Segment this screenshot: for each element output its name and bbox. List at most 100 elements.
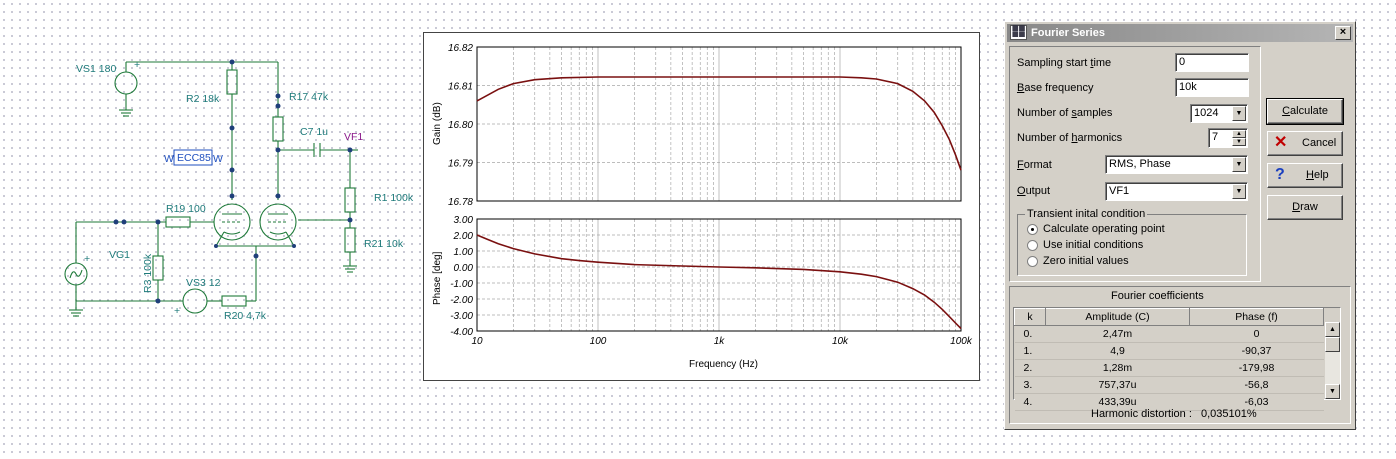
cell-phase: -90,37	[1189, 342, 1324, 360]
table-scrollbar[interactable]: ▲ ▼	[1325, 322, 1340, 399]
scroll-up-icon[interactable]: ▲	[1325, 322, 1340, 337]
vs3-plus: +	[174, 305, 180, 317]
cancel-button[interactable]: ✕ Cancel	[1267, 131, 1343, 156]
cell-phase: 0	[1189, 325, 1324, 343]
cell-amp: 2,47m	[1045, 325, 1190, 343]
scroll-thumb[interactable]	[1325, 337, 1340, 352]
frequency-axis-label: Frequency (Hz)	[689, 359, 758, 370]
frequency-tick-label: 100	[590, 336, 607, 347]
scroll-down-icon[interactable]: ▼	[1325, 384, 1340, 399]
r3-label: R3 100k	[142, 253, 154, 293]
harmonic-distortion-label: Harmonic distortion :	[1091, 408, 1192, 420]
cell-k: 3.	[1014, 376, 1046, 394]
gain-curve	[476, 76, 962, 171]
format-label: Format	[1017, 159, 1052, 171]
vf1-label: VF1	[344, 131, 363, 143]
cell-k: 4.	[1014, 393, 1046, 411]
cell-k: 2.	[1014, 359, 1046, 377]
chevron-down-icon[interactable]: ▼	[1232, 157, 1246, 172]
r1-label: R1 100k	[374, 192, 414, 204]
cell-k: 0.	[1014, 325, 1046, 343]
r21-label: R21 10k	[364, 238, 404, 250]
c7-label: C7 1u	[300, 126, 328, 138]
bode-plot-window[interactable]: 16.82 16.81 16.80 16.79 16.78 3.00 2.00 1.00 0.0…	[423, 32, 980, 381]
cell-amp: 1,28m	[1045, 359, 1190, 377]
phase-axis-label: Phase [deg]	[432, 251, 443, 305]
vg1-plus: +	[84, 253, 90, 265]
vs1-plus: +	[134, 59, 140, 71]
vg1-label: VG1	[109, 249, 130, 261]
frequency-tick-label: 1k	[714, 336, 726, 347]
num-samples-label: Number of samples	[1017, 107, 1113, 119]
num-samples-select[interactable]: 1024 ▼	[1190, 104, 1248, 123]
ecc85-marker-right: W	[213, 153, 223, 165]
r19-label: R19 100	[166, 203, 206, 215]
chevron-down-icon[interactable]: ▼	[1232, 106, 1246, 121]
base-frequency-label: Base frequency	[1017, 82, 1094, 94]
radio-1[interactable]	[1027, 240, 1038, 251]
radio-2[interactable]	[1027, 256, 1038, 267]
cell-amp: 757,37u	[1045, 376, 1190, 394]
frequency-tick-label: 10	[471, 336, 483, 347]
gain-axis-label: Gain (dB)	[432, 102, 443, 145]
coefficients-title: Fourier coefficients	[1111, 290, 1204, 302]
col-amplitude: Amplitude (C)	[1045, 308, 1190, 326]
format-select[interactable]: RMS, Phase ▼	[1105, 155, 1248, 174]
sampling-start-label: Sampling start time	[1017, 57, 1112, 69]
close-button[interactable]: ×	[1335, 26, 1351, 40]
fourier-series-dialog[interactable]: ▦▦ ▦▦ Fourier Series × Sampling start tim…	[1004, 21, 1356, 430]
cell-amp: 4,9	[1045, 342, 1190, 360]
dialog-title: Fourier Series	[1031, 27, 1105, 39]
calculate-button[interactable]: Calculate	[1266, 98, 1344, 125]
num-harmonics-spinner[interactable]: 7 ▲ ▼	[1208, 128, 1248, 148]
app-icon: ▦▦ ▦▦	[1010, 25, 1027, 40]
cell-amp: 433,39u	[1045, 393, 1190, 411]
gain-tick-label: 16.82	[448, 43, 473, 54]
phase-tick-label: 1.00	[454, 247, 474, 258]
cell-phase: -179,98	[1189, 359, 1324, 377]
cell-phase: -6,03	[1189, 393, 1324, 411]
table-row[interactable]: 3. 757,37u -56,8	[1014, 376, 1324, 394]
spin-down-icon[interactable]: ▼	[1232, 138, 1246, 146]
cell-k: 1.	[1014, 342, 1046, 360]
table-row[interactable]: 2. 1,28m -179,98	[1014, 359, 1324, 377]
vs3-label: VS3 12	[186, 277, 221, 289]
phase-tick-label: -2.00	[450, 295, 473, 306]
phase-curve	[476, 234, 962, 330]
num-harmonics-label: Number of harmonics	[1017, 132, 1123, 144]
ecc85-label: ECC85	[177, 152, 211, 164]
radio-label-0: Calculate operating point	[1043, 223, 1165, 235]
output-select[interactable]: VF1 ▼	[1105, 182, 1248, 201]
bode-plot: 16.82 16.81 16.80 16.79 16.78 3.00 2.00 1.00 0.0…	[432, 43, 973, 370]
radio-label-1: Use initial conditions	[1043, 239, 1144, 251]
chevron-down-icon[interactable]: ▼	[1232, 184, 1246, 199]
table-row[interactable]: 0. 2,47m 0	[1014, 325, 1324, 343]
spin-up-icon[interactable]: ▲	[1232, 130, 1246, 138]
gain-tick-label: 16.80	[448, 120, 473, 131]
r20-label: R20 4,7k	[224, 310, 267, 322]
phase-tick-label: 0.00	[454, 263, 474, 274]
circuit-schematic[interactable]: W W ECC85 VS1 180 + R2 18k R17 47k C7 1u…	[0, 0, 420, 459]
table-row[interactable]: 4. 433,39u -6,03	[1014, 393, 1324, 411]
help-button[interactable]: ? Help	[1267, 163, 1343, 188]
col-phase: Phase (f)	[1189, 308, 1324, 326]
sampling-start-input[interactable]: 0	[1175, 53, 1249, 72]
radio-label-2: Zero initial values	[1043, 255, 1129, 267]
gain-tick-label: 16.79	[448, 159, 473, 170]
transient-group-title: Transient inital condition	[1025, 208, 1148, 220]
gain-tick-label: 16.78	[448, 197, 473, 208]
table-row[interactable]: 1. 4,9 -90,37	[1014, 342, 1324, 360]
radio-0[interactable]	[1027, 224, 1038, 235]
base-frequency-input[interactable]: 10k	[1175, 78, 1249, 97]
frequency-tick-label: 10k	[832, 336, 849, 347]
phase-tick-label: -4.00	[450, 327, 473, 338]
output-label: Output	[1017, 185, 1051, 197]
phase-tick-label: -3.00	[450, 311, 473, 322]
cancel-x-icon: ✕	[1274, 134, 1288, 151]
r2-label: R2 18k	[186, 93, 220, 105]
ecc85-marker-left: W	[164, 153, 174, 165]
draw-button[interactable]: Draw	[1267, 195, 1343, 220]
dialog-titlebar[interactable]: ▦▦ ▦▦ Fourier Series ×	[1007, 24, 1353, 42]
settings-panel	[1009, 46, 1261, 282]
phase-tick-label: -1.00	[450, 279, 473, 290]
